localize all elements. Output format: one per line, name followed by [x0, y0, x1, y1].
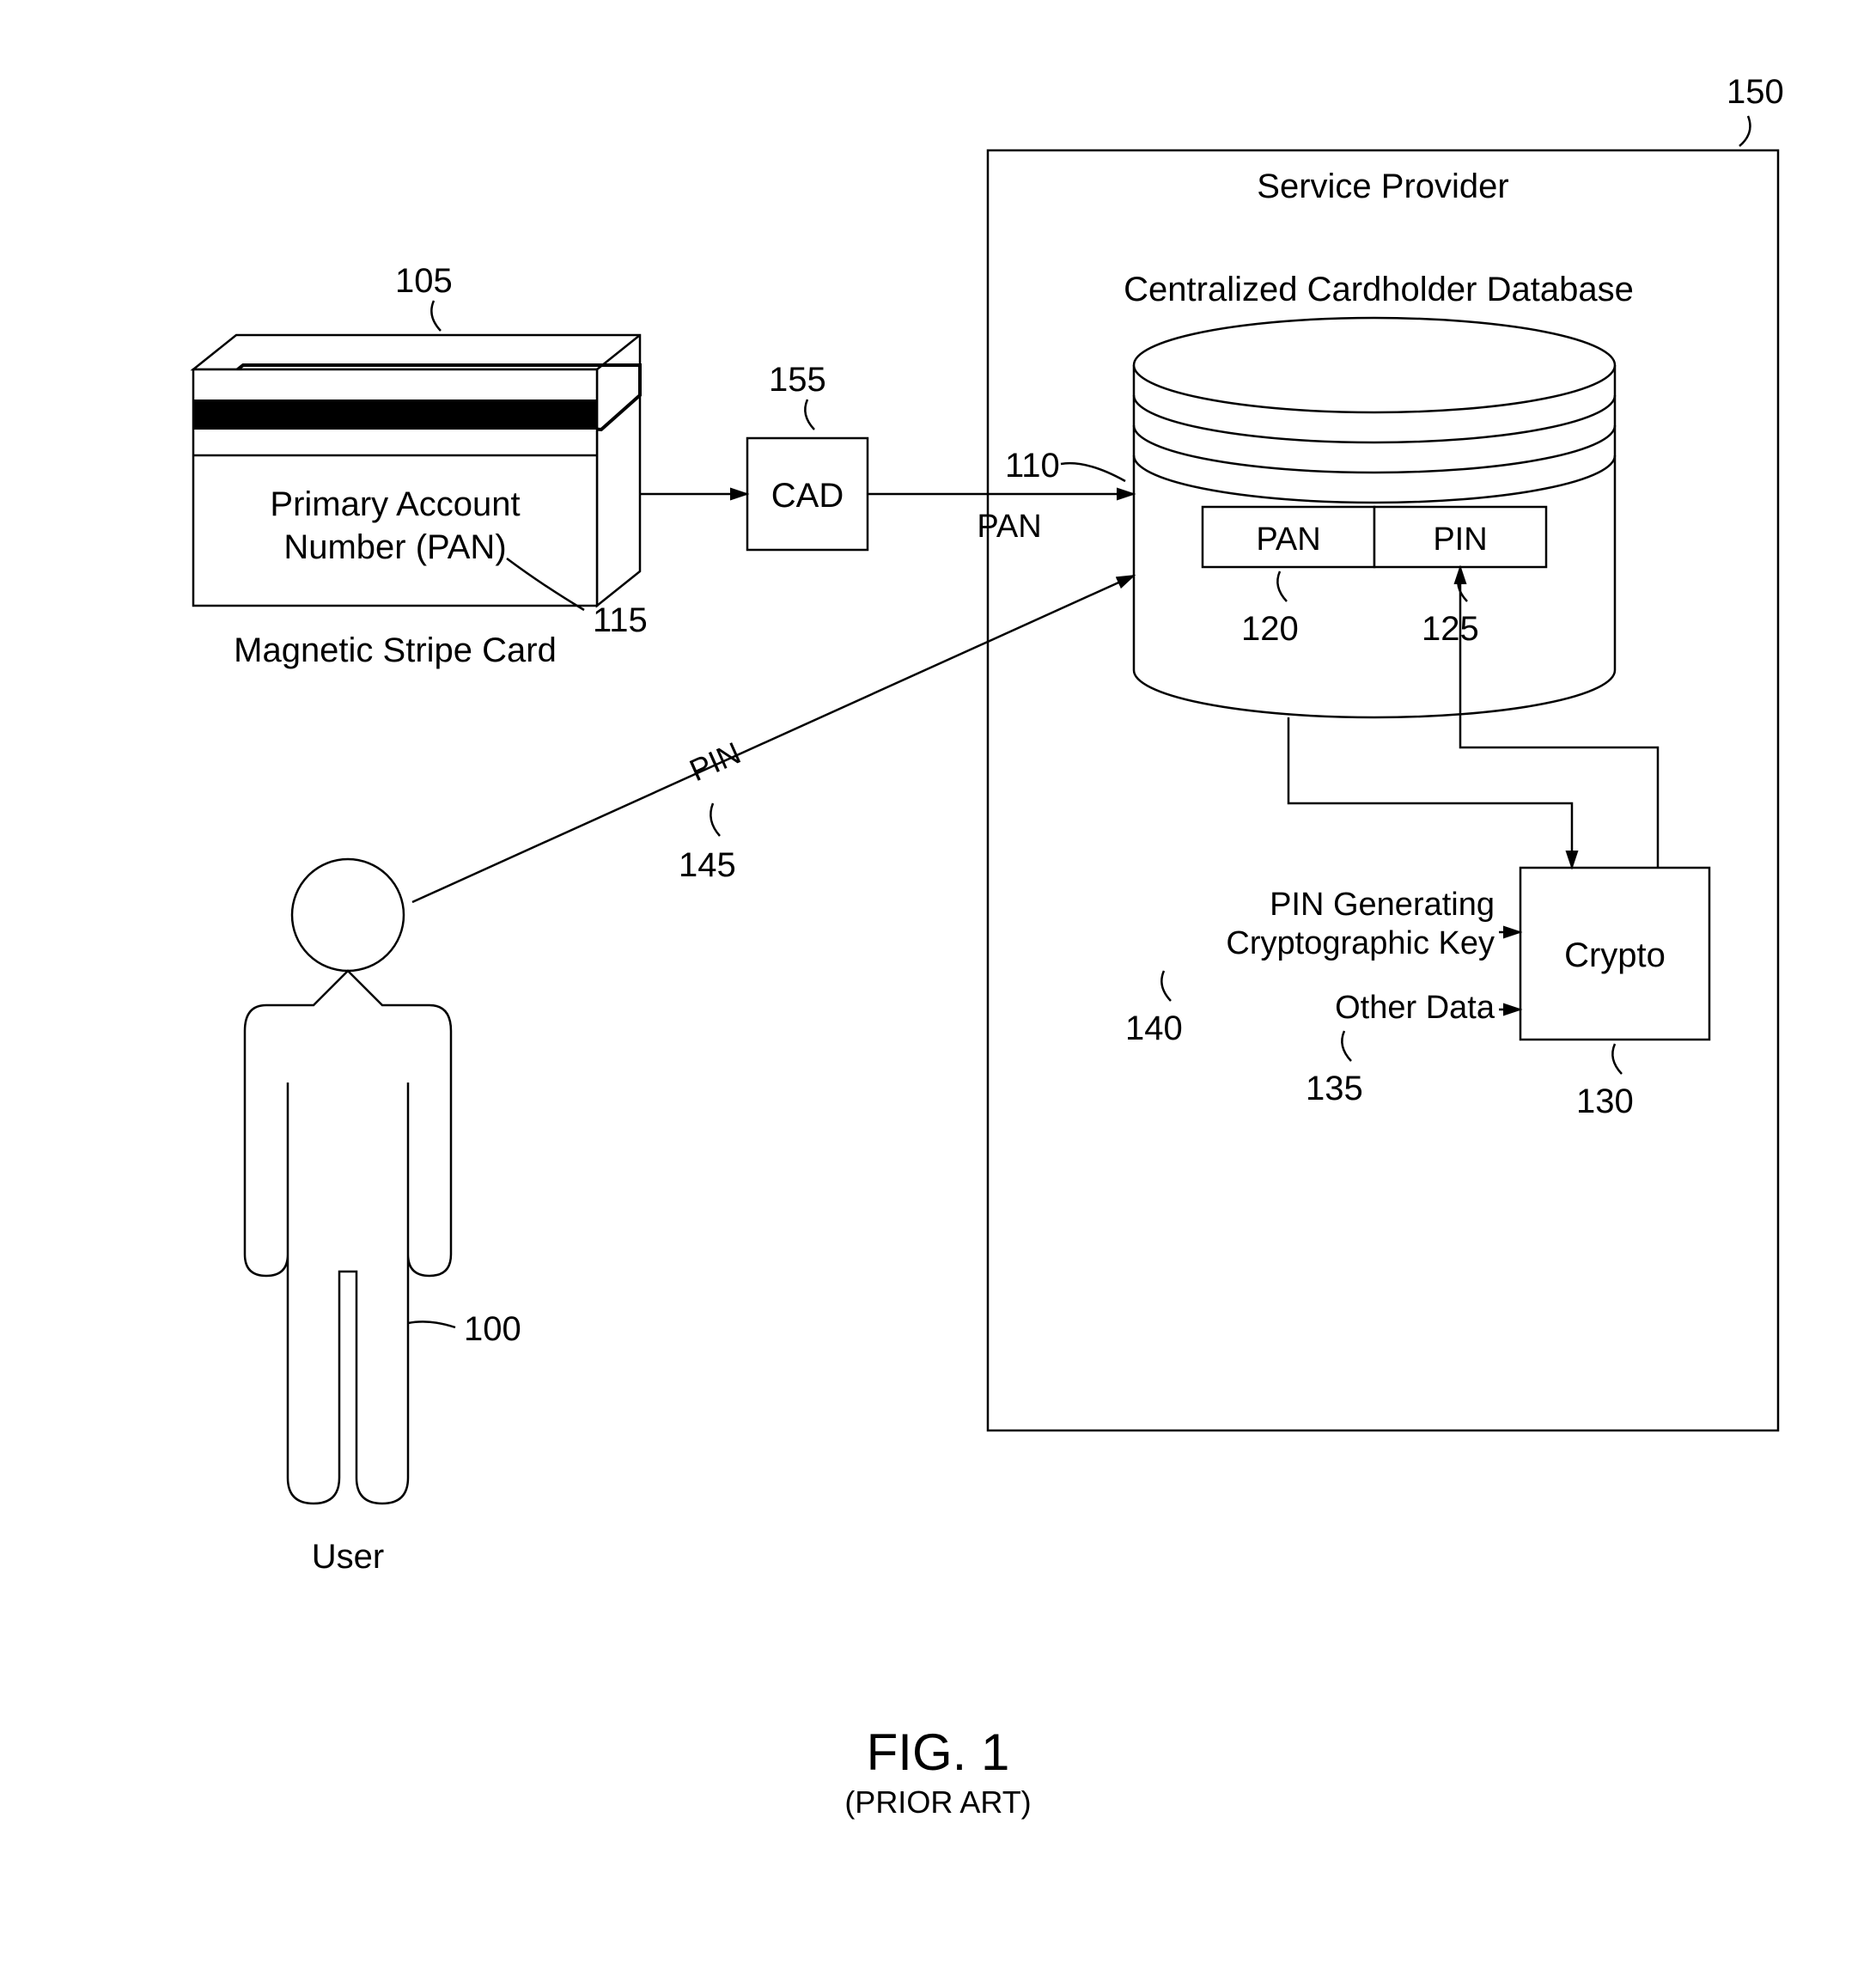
ref-110: 110: [1005, 447, 1060, 485]
user-label: User: [312, 1538, 384, 1576]
ref-155: 155: [769, 361, 826, 399]
db-pan-cell: PAN: [1256, 521, 1320, 558]
user-figure: [245, 859, 451, 1503]
db-pin-cell: PIN: [1433, 521, 1487, 558]
pin-arrow-label: PIN: [685, 735, 746, 788]
ref-lead-100: [408, 1321, 455, 1327]
ref-lead-130: [1612, 1044, 1622, 1074]
ref-lead-135: [1342, 1031, 1351, 1061]
crypto-input2: Other Data: [1335, 990, 1495, 1026]
ref-lead-150: [1739, 116, 1750, 146]
ref-115: 115: [593, 601, 648, 639]
cad-label: CAD: [771, 477, 844, 515]
crypto-input1-line2: Cryptographic Key: [1226, 925, 1495, 961]
figure-label: FIG. 1: [867, 1723, 1010, 1781]
ref-120: 120: [1241, 610, 1299, 648]
ref-lead-155: [805, 400, 814, 430]
ref-145: 145: [679, 846, 736, 884]
ref-135: 135: [1306, 1070, 1363, 1107]
crypto-label: Crypto: [1564, 936, 1666, 974]
ref-lead-140: [1161, 971, 1171, 1001]
ref-lead-110: [1061, 463, 1125, 481]
ref-130: 130: [1576, 1083, 1634, 1120]
pan-arrow-label: PAN: [977, 509, 1041, 545]
ref-150: 150: [1727, 73, 1784, 111]
crypto-input1-line1: PIN Generating: [1270, 887, 1495, 923]
card-caption: Magnetic Stripe Card: [234, 631, 557, 669]
card-label-line1: Primary Account: [270, 485, 520, 523]
figure-sublabel: (PRIOR ART): [844, 1784, 1031, 1820]
arrow-user-pin: [412, 576, 1134, 902]
ref-105: 105: [395, 262, 453, 300]
ref-100: 100: [464, 1310, 521, 1348]
card-label-line2: Number (PAN): [283, 528, 506, 566]
database-title: Centralized Cardholder Database: [1124, 271, 1634, 308]
service-provider-title: Service Provider: [1257, 168, 1508, 205]
ref-lead-105: [431, 301, 441, 331]
ref-lead-145: [710, 803, 720, 836]
arrow-pan-to-crypto: [1288, 717, 1572, 868]
ref-140: 140: [1125, 1009, 1183, 1047]
ref-125: 125: [1422, 610, 1479, 648]
